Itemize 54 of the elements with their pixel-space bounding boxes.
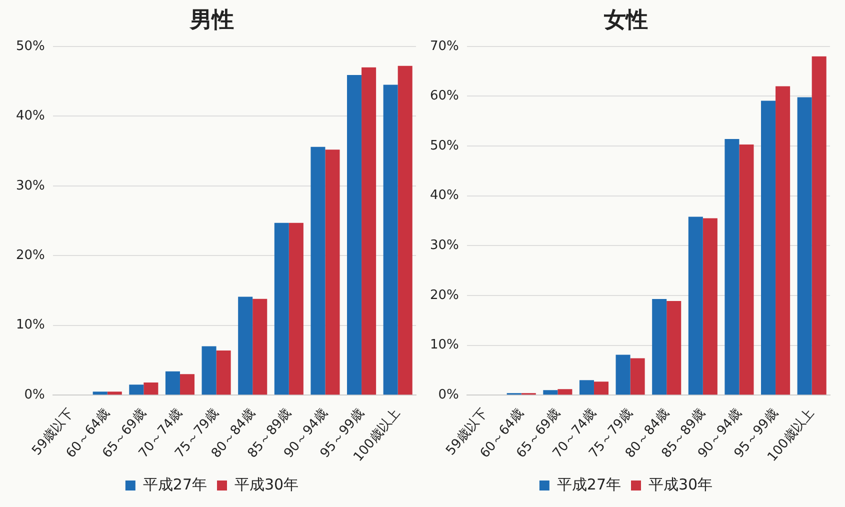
bar (724, 139, 740, 395)
bar (362, 67, 376, 395)
y-tick-label: 0% (438, 387, 459, 402)
bar (325, 150, 340, 395)
y-tick-label: 50% (430, 138, 459, 154)
bar (92, 392, 108, 395)
bar (652, 298, 667, 395)
bar (776, 86, 790, 395)
chart-title: 男性 (189, 8, 234, 33)
bar (238, 296, 253, 395)
legend-label: 平成27年 (556, 475, 622, 494)
chart-title: 女性 (603, 8, 648, 33)
y-tick-label: 10% (430, 338, 459, 353)
bar (812, 56, 826, 395)
y-tick-label: 30% (430, 238, 459, 254)
bar (688, 216, 703, 395)
bar (252, 298, 268, 395)
bar (144, 382, 158, 395)
bar (398, 66, 412, 395)
bar (180, 374, 195, 395)
bar (558, 389, 572, 395)
bar (129, 384, 144, 395)
bar (310, 146, 326, 395)
y-tick-label: 40% (430, 188, 459, 204)
legend-label: 平成30年 (648, 475, 713, 494)
y-tick-label: 40% (16, 108, 45, 124)
y-tick-label: 0% (24, 387, 45, 402)
bar (543, 390, 558, 395)
bar (383, 84, 398, 395)
bar (616, 354, 630, 395)
bar (594, 382, 609, 395)
y-tick-label: 30% (16, 178, 45, 194)
bar (347, 74, 362, 395)
y-tick-label: 70% (430, 38, 459, 54)
legend-label: 平成27年 (142, 475, 208, 494)
bar (739, 144, 754, 395)
bar (216, 350, 231, 395)
bar (761, 100, 776, 395)
legend-label: 平成30年 (234, 475, 299, 494)
y-tick-label: 60% (430, 88, 459, 104)
bar (666, 300, 682, 395)
bar (702, 218, 718, 395)
bar (107, 392, 122, 395)
y-tick-label: 20% (16, 248, 45, 263)
bar (630, 358, 645, 395)
bar (797, 97, 812, 395)
bar (202, 346, 216, 395)
bar (165, 371, 180, 395)
y-tick-label: 10% (16, 318, 45, 333)
bar (579, 380, 594, 395)
bar (274, 222, 289, 395)
y-tick-label: 20% (430, 288, 459, 303)
y-tick-label: 50% (16, 38, 45, 54)
bar (288, 222, 304, 395)
